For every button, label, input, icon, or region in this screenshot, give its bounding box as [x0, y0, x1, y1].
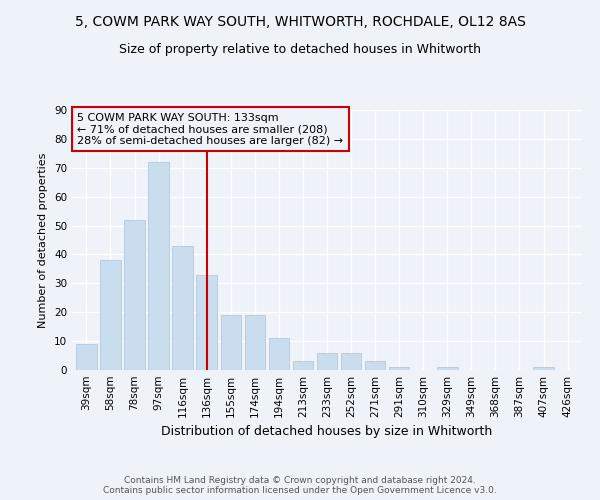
Bar: [389, 367, 409, 370]
Bar: [196, 274, 217, 370]
Bar: [317, 352, 337, 370]
Bar: [148, 162, 169, 370]
Bar: [100, 260, 121, 370]
Text: Size of property relative to detached houses in Whitworth: Size of property relative to detached ho…: [119, 42, 481, 56]
Bar: [221, 315, 241, 370]
Bar: [437, 367, 458, 370]
Text: 5, COWM PARK WAY SOUTH, WHITWORTH, ROCHDALE, OL12 8AS: 5, COWM PARK WAY SOUTH, WHITWORTH, ROCHD…: [74, 15, 526, 29]
Bar: [293, 362, 313, 370]
Bar: [245, 315, 265, 370]
Bar: [341, 352, 361, 370]
Bar: [365, 362, 385, 370]
Bar: [269, 338, 289, 370]
Y-axis label: Number of detached properties: Number of detached properties: [38, 152, 49, 328]
Bar: [124, 220, 145, 370]
Text: Contains HM Land Registry data © Crown copyright and database right 2024.
Contai: Contains HM Land Registry data © Crown c…: [103, 476, 497, 495]
Bar: [533, 367, 554, 370]
Bar: [76, 344, 97, 370]
Text: 5 COWM PARK WAY SOUTH: 133sqm
← 71% of detached houses are smaller (208)
28% of : 5 COWM PARK WAY SOUTH: 133sqm ← 71% of d…: [77, 112, 343, 146]
Bar: [172, 246, 193, 370]
X-axis label: Distribution of detached houses by size in Whitworth: Distribution of detached houses by size …: [161, 426, 493, 438]
